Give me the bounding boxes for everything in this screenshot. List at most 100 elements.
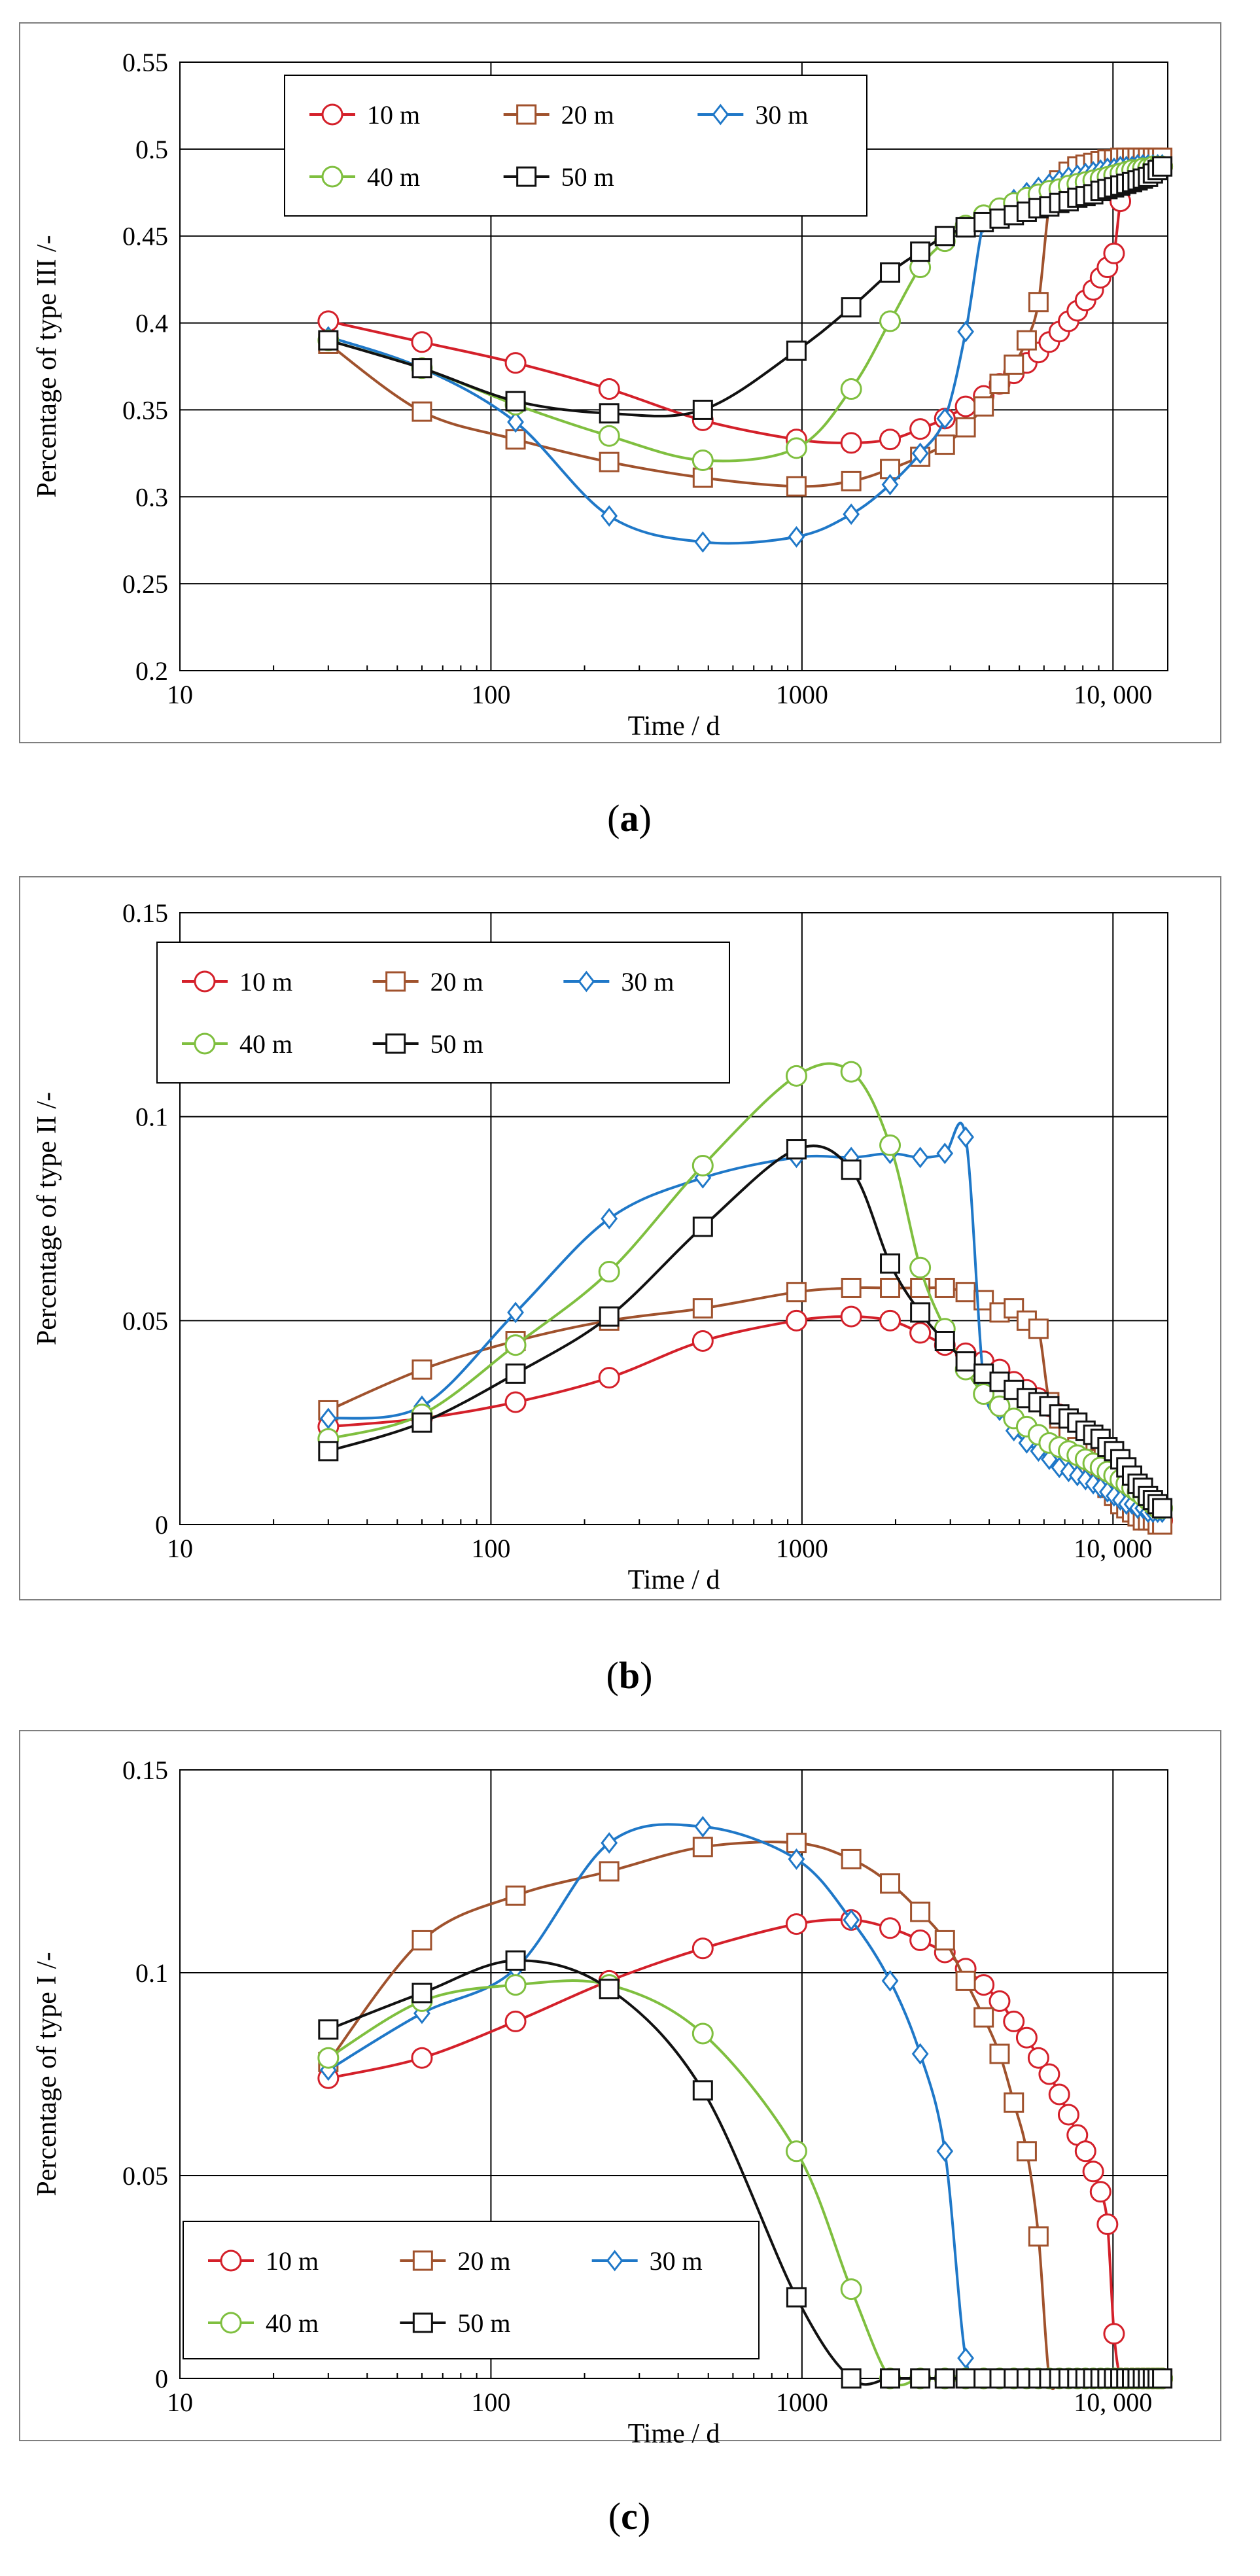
data-point — [1096, 2213, 1119, 2235]
x-axis-label: Time / d — [628, 711, 720, 741]
data-point — [881, 1969, 899, 1992]
data-point — [957, 1126, 974, 1148]
y-tick-label: 0.2 — [135, 656, 168, 686]
legend-marker — [321, 166, 343, 188]
x-tick-label: 100 — [471, 680, 510, 709]
y-tick-label: 0.55 — [122, 48, 168, 77]
data-point — [1048, 2083, 1070, 2106]
data-point — [879, 1917, 901, 1939]
data-point — [786, 1282, 807, 1303]
data-point — [880, 1253, 901, 1274]
data-point — [785, 1913, 807, 1935]
data-point — [973, 2007, 994, 2028]
data-point — [840, 2278, 862, 2301]
x-tick-label: 1000 — [776, 1534, 828, 1563]
data-point — [841, 470, 862, 491]
data-point — [694, 531, 712, 553]
data-point — [1028, 2226, 1049, 2247]
data-point — [880, 1277, 901, 1298]
data-point — [909, 1322, 932, 1344]
y-tick-label: 0.15 — [122, 898, 168, 928]
data-point — [955, 1282, 976, 1303]
plot-area — [179, 912, 1168, 1525]
data-point — [841, 1159, 862, 1180]
y-tick-label: 0.1 — [135, 1958, 168, 1988]
data-point — [694, 1816, 712, 1838]
legend-label: 30 m — [755, 100, 808, 130]
data-point — [318, 1441, 339, 1462]
plot-area — [179, 62, 1168, 671]
data-point — [955, 1970, 976, 1991]
data-point — [598, 378, 620, 400]
y-tick-label: 0.1 — [135, 1103, 168, 1132]
data-point — [411, 1359, 432, 1380]
y-tick-label: 0.05 — [122, 2161, 168, 2191]
data-point — [879, 1134, 901, 1156]
data-point — [692, 467, 713, 488]
data-point — [911, 442, 929, 465]
series-50m — [318, 1139, 1173, 1519]
data-point — [973, 1974, 995, 1996]
data-point — [1015, 2026, 1038, 2049]
data-point — [1028, 292, 1049, 313]
data-point — [692, 2080, 713, 2101]
y-tick-label: 0.4 — [135, 309, 168, 338]
legend-label: 20 m — [561, 100, 614, 130]
data-point — [989, 1990, 1011, 2012]
data-point — [598, 1261, 620, 1283]
data-point — [840, 1061, 862, 1083]
data-point — [1004, 2092, 1024, 2113]
legend-item: 40 m — [208, 2308, 319, 2338]
plot-area — [179, 1769, 1168, 2379]
data-point — [505, 1363, 526, 1384]
legend-label: 30 m — [650, 2246, 703, 2276]
data-point — [1004, 354, 1024, 375]
data-point — [1027, 2047, 1049, 2069]
legend-box — [183, 2221, 760, 2359]
x-tick-label: 10 — [167, 1534, 193, 1563]
panel-caption: (b) — [606, 1654, 653, 1697]
data-point — [843, 503, 860, 525]
data-point — [505, 1950, 526, 1971]
data-point — [840, 378, 862, 400]
legend-item: 10 m — [182, 967, 292, 997]
data-point — [881, 474, 899, 496]
data-point — [1082, 2161, 1104, 2183]
legend-label: 10 m — [266, 2246, 319, 2276]
data-point — [989, 374, 1010, 395]
data-point — [1074, 2140, 1096, 2162]
data-point — [599, 403, 620, 424]
legend-item: 50 m — [503, 162, 614, 192]
data-point — [601, 505, 618, 527]
data-point — [318, 330, 339, 351]
x-tick-label: 10, 000 — [1074, 1534, 1152, 1563]
data-point — [691, 1154, 714, 1176]
data-point — [1016, 2141, 1037, 2162]
legend-marker — [194, 970, 216, 993]
data-point — [1077, 1469, 1094, 1491]
legend-marker — [412, 2312, 433, 2333]
legend-item: 30 m — [563, 967, 674, 997]
data-point — [317, 2047, 340, 2069]
data-point — [411, 331, 433, 353]
data-point — [1003, 2010, 1025, 2032]
data-point — [411, 1930, 432, 1950]
x-tick-label: 1000 — [776, 680, 828, 709]
data-point — [880, 1873, 901, 1894]
data-point — [788, 525, 805, 548]
data-point — [411, 1983, 432, 2003]
y-tick-label: 0.45 — [122, 222, 168, 251]
legend-marker — [385, 1033, 406, 1054]
y-tick-label: 0.25 — [122, 569, 168, 599]
legend-marker — [712, 103, 729, 126]
data-point — [954, 395, 977, 417]
legend-marker — [606, 2250, 623, 2272]
data-point — [841, 1848, 862, 1869]
chart-panel-c: 0 0.05 0.1 0.15 10 100 1000 10, 000 Time / d Perc… — [19, 1730, 1221, 2537]
legend-marker — [516, 166, 537, 187]
x-tick-label: 1000 — [776, 2388, 828, 2417]
data-point — [910, 2368, 931, 2389]
data-point — [785, 2140, 807, 2162]
legend-item: 50 m — [400, 2308, 510, 2338]
